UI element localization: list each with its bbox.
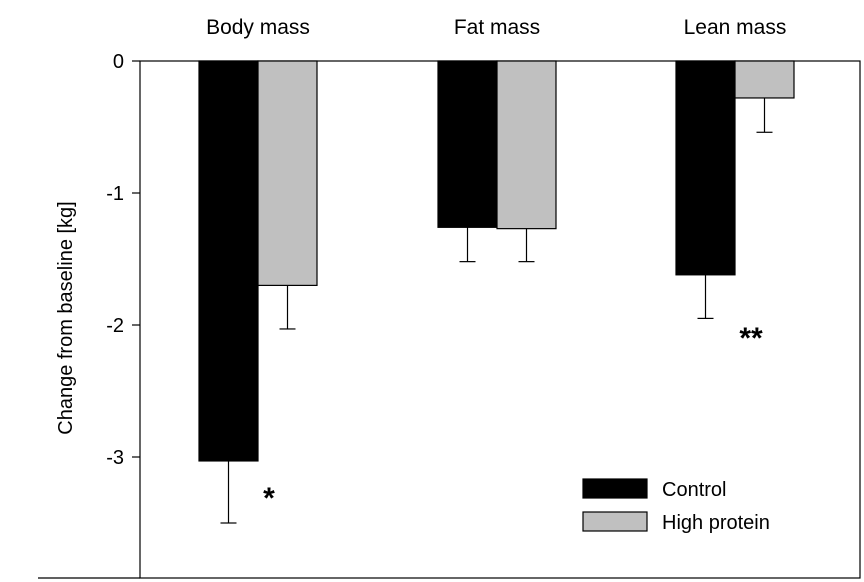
legend-label: Control [662,479,726,501]
category-label: Body mass [206,16,310,39]
y-axis-title: Change from baseline [kg] [55,201,77,434]
category-label: Fat mass [454,16,540,39]
legend-label: High protein [662,512,770,534]
category-labels: Body mass Fat mass Lean mass [206,16,786,39]
legend: Control High protein [582,478,770,534]
bar-control [198,60,259,462]
annotations: *** [263,322,763,515]
category-label: Lean mass [684,16,787,39]
y-tick-label: -1 [106,183,124,205]
significance-marker: * [263,482,275,515]
bar-control [437,60,498,228]
bar-high-protein [496,60,557,230]
y-tick-label: 0 [113,51,124,73]
bars [198,60,795,524]
bar-control [675,60,736,276]
bar-high-protein [734,60,795,99]
legend-swatch [582,478,648,499]
y-axis: 0 -1 -2 -3 [106,51,140,469]
significance-marker: ** [739,322,763,355]
y-tick-label: -3 [106,447,124,469]
bar-high-protein [257,60,318,286]
y-tick-label: -2 [106,315,124,337]
legend-swatch [582,511,648,532]
